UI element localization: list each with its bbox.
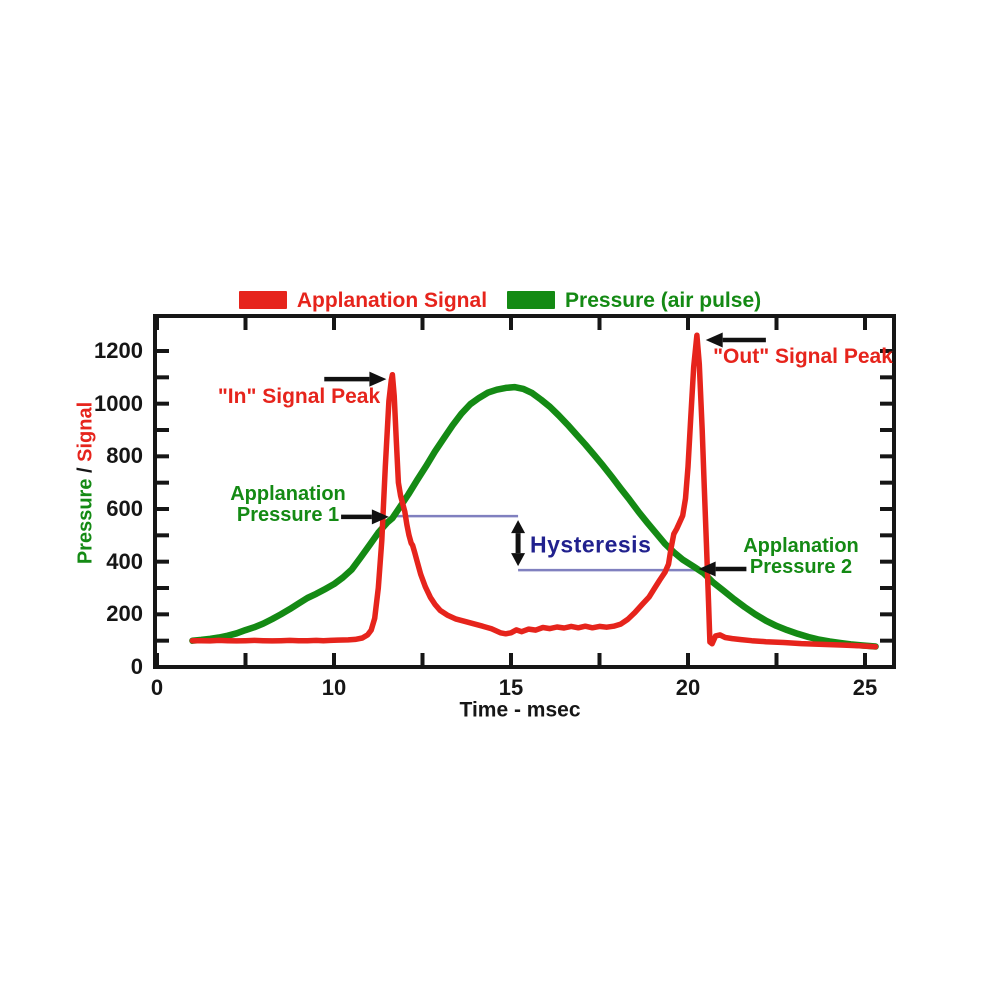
legend-item-pressure-air-pulse: Pressure (air pulse) (507, 290, 761, 311)
annotation-in-signal-peak: "In" Signal Peak (217, 385, 381, 408)
plot-box (153, 314, 896, 669)
pressure-air-pulse--series (189, 383, 879, 650)
legend: Applanation Signal Pressure (air pulse) (0, 288, 1000, 312)
applanation-signal-label: Applanation Signal (296, 288, 488, 312)
pressure-air-pulse-swatch (507, 291, 556, 309)
y-tick-label: 200 (106, 601, 143, 627)
annotation-applanation-pressure-2-line1: Applanation (743, 535, 859, 557)
x-tick-label: 10 (321, 675, 347, 700)
y-tick-label: 800 (106, 443, 143, 469)
x-tick-label: 20 (675, 675, 701, 700)
y-tick-label: 1200 (94, 338, 143, 363)
x-tick-label: 15 (498, 675, 524, 700)
applanation-signal-swatch (238, 291, 287, 309)
x-tick-label: 25 (852, 675, 878, 700)
y-tick-label: 1000 (94, 390, 143, 416)
x-axis-title: Time - msec (459, 698, 581, 722)
x-tick-label: 0 (150, 675, 164, 700)
pressure-1-arrow-head (371, 509, 389, 525)
hysteresis-arrow-up-head (511, 520, 526, 534)
out-peak-arrow-head (705, 332, 723, 348)
annotation-applanation-pressure-1: Applanation Pressure 1 (230, 484, 346, 526)
y-tick-label: 400 (106, 548, 143, 574)
annotation-applanation-pressure-2: Applanation Pressure 2 (743, 536, 859, 578)
applanation-signal-series (189, 332, 879, 650)
annotation-applanation-pressure-2-line2: Pressure 2 (749, 556, 853, 578)
annotation-applanation-pressure-1-line1: Applanation (230, 483, 346, 505)
y-tick-label: 0 (130, 654, 143, 679)
pressure-air-pulse-label: Pressure (air pulse) (565, 288, 762, 312)
pressure-2-arrow-head (698, 561, 716, 577)
annotation-hysteresis: Hysteresis (530, 531, 652, 558)
annotation-out-signal-peak: "Out" Signal Peak (713, 345, 893, 368)
in-peak-arrow-head (369, 371, 387, 387)
annotation-applanation-pressure-1-line2: Pressure 1 (236, 504, 340, 526)
y-tick-label: 600 (106, 496, 143, 521)
hysteresis-arrow-down-head (511, 553, 526, 567)
legend-item-applanation-signal: Applanation Signal (238, 288, 488, 312)
